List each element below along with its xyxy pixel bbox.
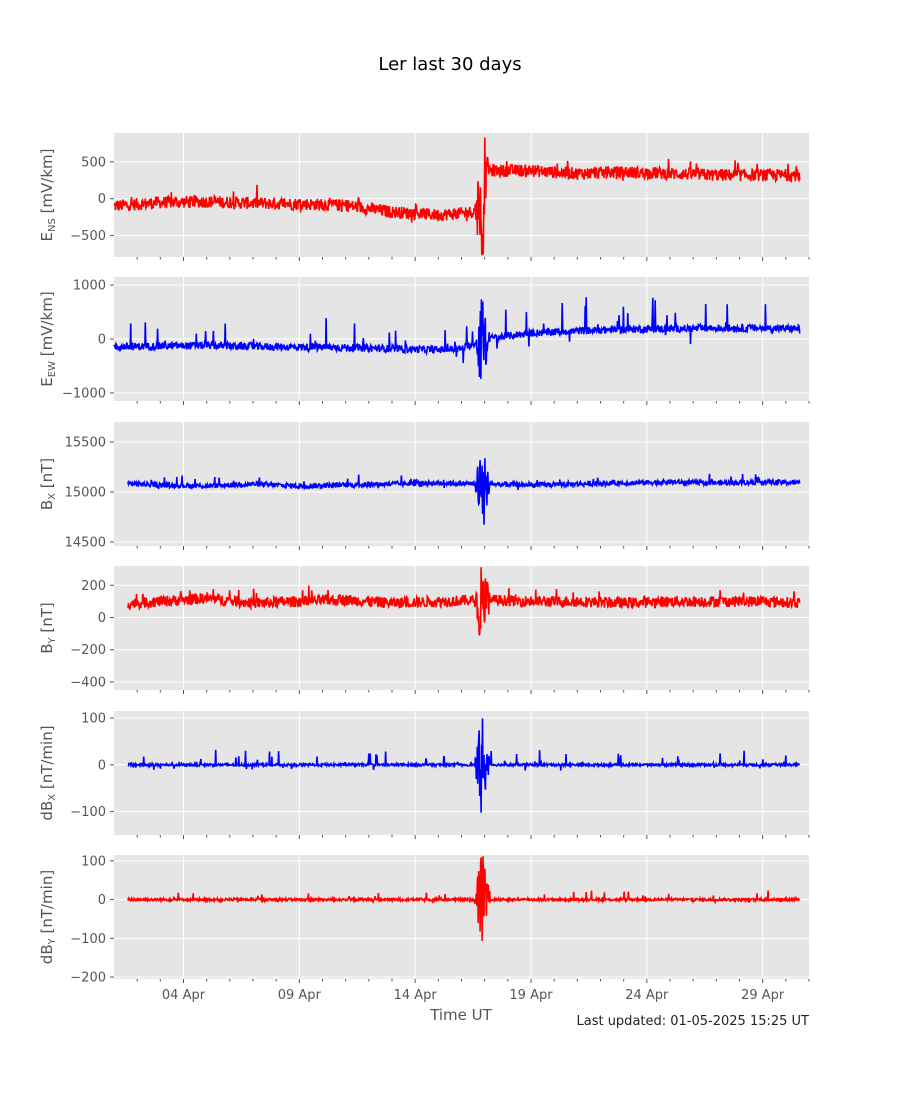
panel-dby: 100 0 −100 −200 dBY [nT/min] — [38, 854, 810, 986]
y-tick-label: 100 — [81, 854, 106, 869]
x-tick-label: 14 Apr — [394, 988, 438, 1003]
y-tick-label: −500 — [70, 229, 106, 244]
series-line-dbx — [127, 718, 800, 813]
y-tick-label: −400 — [70, 675, 106, 690]
y-axis-label: BX [nT] — [38, 458, 58, 510]
y-tick-label: 200 — [81, 579, 106, 594]
y-tick-label: −100 — [70, 932, 106, 947]
y-tick-label: 15500 — [65, 436, 106, 451]
series-line-dby — [127, 856, 801, 942]
y-axis-label: dBY [nT/min] — [38, 870, 58, 964]
y-tick-label: 0 — [98, 611, 106, 626]
y-axis-label: BY [nT] — [38, 602, 58, 654]
panel-bx: 15500 15000 14500 BX [nT] — [38, 422, 810, 551]
x-tick-label: 04 Apr — [162, 988, 206, 1003]
panel-ens: 500 0 −500 ENS [mV/km] — [38, 133, 810, 261]
y-tick-label: 0 — [98, 893, 106, 908]
y-tick-label: 0 — [98, 333, 106, 348]
panel-eew: 1000 0 −1000 EEW [mV/km] — [38, 277, 810, 405]
y-tick-label: −200 — [70, 643, 106, 658]
y-axis-label: ENS [mV/km] — [38, 148, 58, 241]
y-tick-label: 14500 — [65, 536, 106, 551]
series-line-by — [127, 567, 801, 636]
x-tick-label: 24 Apr — [625, 988, 669, 1003]
y-axis-label: dBX [nT/min] — [38, 725, 58, 820]
y-tick-label: −200 — [70, 971, 106, 986]
x-axis-label: Time UT — [429, 1006, 492, 1024]
y-tick-label: 500 — [81, 155, 106, 170]
y-tick-label: −100 — [70, 805, 106, 820]
panel-dbx: 100 0 −100 dBX [nT/min] — [38, 711, 810, 839]
y-tick-label: 100 — [81, 712, 106, 727]
series-line-ens — [113, 137, 801, 256]
y-tick-label: 15000 — [65, 486, 106, 501]
plot-background — [114, 133, 809, 257]
panel-by: 200 0 −200 −400 BY [nT] — [38, 566, 810, 694]
x-tick-label: 19 Apr — [509, 988, 553, 1003]
plot-background — [114, 855, 809, 979]
y-tick-label: 0 — [98, 758, 106, 773]
last-updated-text: Last updated: 01-05-2025 15:25 UT — [576, 1014, 809, 1029]
chart-title: Ler last 30 days — [378, 54, 521, 75]
plot-background — [114, 566, 809, 690]
plot-background — [114, 711, 809, 835]
y-tick-label: 0 — [98, 192, 106, 207]
y-tick-label: 1000 — [73, 279, 106, 294]
y-tick-label: −1000 — [62, 386, 106, 401]
series-line-eew — [113, 297, 801, 379]
series-line-bx — [127, 458, 801, 525]
y-axis-label: EEW [mV/km] — [38, 291, 58, 386]
x-tick-label: 09 Apr — [278, 988, 322, 1003]
x-tick-label: 29 Apr — [741, 988, 785, 1003]
